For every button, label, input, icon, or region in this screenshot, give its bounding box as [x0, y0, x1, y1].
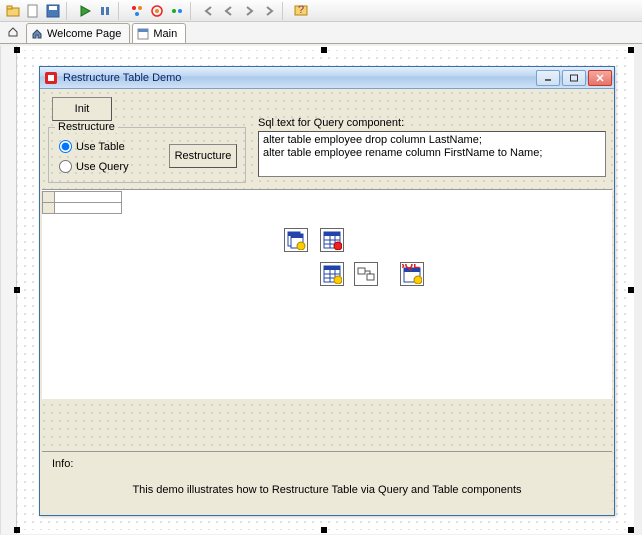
- titlebar[interactable]: Restructure Table Demo: [40, 67, 614, 89]
- app-icon: [44, 71, 58, 85]
- form-body: Init Restructure Use Table Use Query Res…: [40, 89, 614, 515]
- init-label: Init: [75, 103, 90, 115]
- radio-use-query[interactable]: Use Query: [59, 160, 129, 173]
- new-file-icon[interactable]: [24, 2, 42, 20]
- tab-home-icon[interactable]: [4, 23, 22, 41]
- separator: [190, 2, 196, 20]
- home-icon: [31, 28, 43, 40]
- nav-fwd-icon[interactable]: [240, 2, 258, 20]
- groupbox-legend: Restructure: [55, 121, 118, 133]
- radio-use-table-input[interactable]: [59, 140, 72, 153]
- radio-use-query-label: Use Query: [76, 161, 129, 173]
- restructure-button[interactable]: Restructure: [169, 144, 237, 168]
- radio-use-query-input[interactable]: [59, 160, 72, 173]
- sql-label: Sql text for Query component:: [258, 117, 404, 129]
- tab-welcome[interactable]: Welcome Page: [26, 23, 130, 43]
- comp-icon-3[interactable]: [168, 2, 186, 20]
- sql-textarea[interactable]: alter table employee drop column LastNam…: [258, 131, 606, 177]
- restructure-label: Restructure: [175, 150, 232, 162]
- minimize-button[interactable]: [536, 70, 560, 86]
- save-icon[interactable]: [44, 2, 62, 20]
- tab-main-label: Main: [153, 28, 177, 40]
- comp-icon-1[interactable]: [128, 2, 146, 20]
- query-component-icon[interactable]: SQL?: [400, 262, 424, 286]
- table-component-icon[interactable]: [320, 228, 344, 252]
- tab-main[interactable]: Main: [132, 23, 186, 43]
- info-title: Info:: [52, 458, 602, 470]
- separator: [66, 2, 72, 20]
- close-button[interactable]: [588, 70, 612, 86]
- svg-text:?: ?: [298, 4, 304, 16]
- form-window: Restructure Table Demo Init Restructure …: [39, 66, 615, 516]
- window-title: Restructure Table Demo: [63, 72, 536, 84]
- sql-line: alter table employee drop column LastNam…: [263, 134, 601, 147]
- folder-icon[interactable]: [4, 2, 22, 20]
- tab-bar: Welcome Page Main: [0, 22, 642, 44]
- run-icon[interactable]: [76, 2, 94, 20]
- maximize-button[interactable]: [562, 70, 586, 86]
- restructure-groupbox: Restructure Use Table Use Query Restruct…: [48, 127, 246, 183]
- pause-icon[interactable]: [96, 2, 114, 20]
- tab-welcome-label: Welcome Page: [47, 28, 121, 40]
- separator: [282, 2, 288, 20]
- table-component-2-icon[interactable]: [320, 262, 344, 286]
- design-canvas: Restructure Table Demo Init Restructure …: [17, 50, 631, 530]
- svg-text:SQL?: SQL?: [402, 264, 422, 271]
- nav-back2-icon[interactable]: [220, 2, 238, 20]
- separator: [118, 2, 124, 20]
- nav-back-icon[interactable]: [200, 2, 218, 20]
- design-surface: Restructure Table Demo Init Restructure …: [0, 46, 634, 534]
- dataset-component-icon[interactable]: [284, 228, 308, 252]
- data-grid[interactable]: [42, 192, 122, 218]
- datasource-component-icon[interactable]: [354, 262, 378, 286]
- middle-panel: SQL?: [42, 189, 612, 399]
- comp-icon-2[interactable]: [148, 2, 166, 20]
- init-button[interactable]: Init: [52, 97, 112, 121]
- radio-use-table[interactable]: Use Table: [59, 140, 125, 153]
- nav-fwd2-icon[interactable]: [260, 2, 278, 20]
- help-icon[interactable]: ?: [292, 2, 310, 20]
- info-text: This demo illustrates how to Restructure…: [52, 484, 602, 496]
- ide-toolbar: ?: [0, 0, 642, 22]
- sql-line: alter table employee rename column First…: [263, 147, 601, 160]
- info-panel: Info: This demo illustrates how to Restr…: [42, 451, 612, 513]
- form-icon: [137, 28, 149, 40]
- radio-use-table-label: Use Table: [76, 141, 125, 153]
